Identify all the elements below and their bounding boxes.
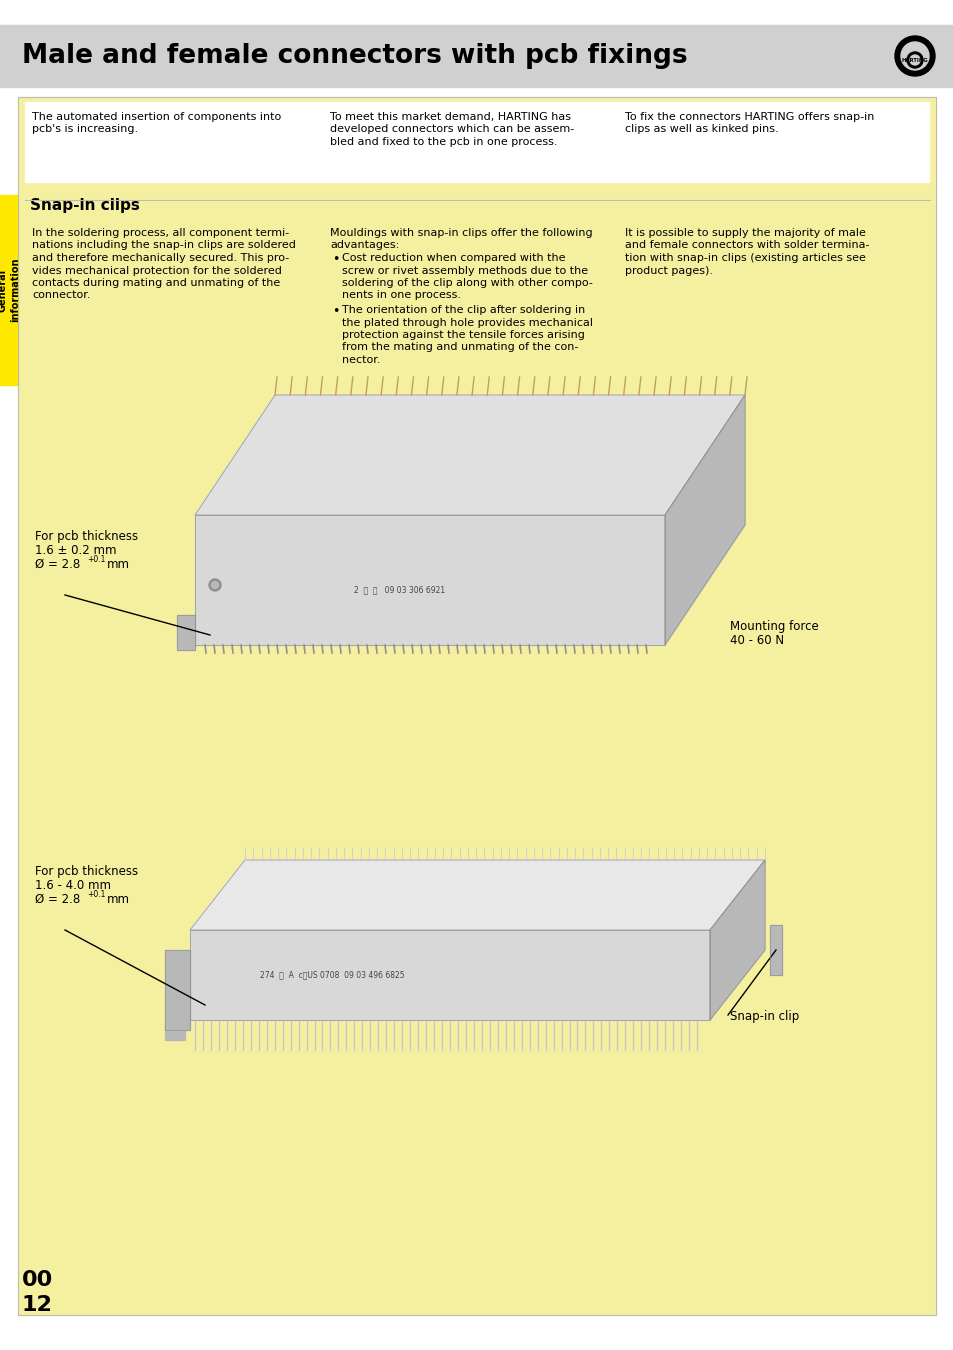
Text: The automated insertion of components into: The automated insertion of components in… <box>32 112 281 122</box>
Polygon shape <box>194 514 664 645</box>
Bar <box>177 616 194 649</box>
Text: For pcb thickness: For pcb thickness <box>35 531 138 543</box>
Text: Male and female connectors with pcb fixings: Male and female connectors with pcb fixi… <box>22 43 687 69</box>
Text: vides mechanical protection for the soldered: vides mechanical protection for the sold… <box>32 266 281 275</box>
Polygon shape <box>194 396 744 514</box>
Text: 274  Ⓢ  A  cⓈUS 0708  09 03 496 6825: 274 Ⓢ A cⓈUS 0708 09 03 496 6825 <box>260 971 404 980</box>
Text: nents in one process.: nents in one process. <box>341 290 460 301</box>
Bar <box>0 26 953 86</box>
Bar <box>769 925 781 975</box>
Text: 40 - 60 N: 40 - 60 N <box>729 634 783 647</box>
Text: •: • <box>332 305 339 319</box>
Bar <box>0 194 18 385</box>
Text: mm: mm <box>107 892 130 906</box>
Text: contacts during mating and unmating of the: contacts during mating and unmating of t… <box>32 278 280 288</box>
Bar <box>165 1025 185 1040</box>
Bar <box>769 925 781 975</box>
Text: Ø = 2.8: Ø = 2.8 <box>35 892 84 906</box>
Text: It is possible to supply the majority of male: It is possible to supply the majority of… <box>624 228 865 238</box>
Text: Mounting force: Mounting force <box>729 620 818 633</box>
Bar <box>165 950 190 1030</box>
Polygon shape <box>709 860 764 1021</box>
Text: from the mating and unmating of the con-: from the mating and unmating of the con- <box>341 343 578 352</box>
Text: the plated through hole provides mechanical: the plated through hole provides mechani… <box>341 317 593 328</box>
Text: HARTING: HARTING <box>901 58 927 62</box>
Text: connector.: connector. <box>32 290 91 301</box>
Text: product pages).: product pages). <box>624 266 712 275</box>
Text: Snap-in clip: Snap-in clip <box>729 1010 799 1023</box>
Text: screw or rivet assembly methods due to the: screw or rivet assembly methods due to t… <box>341 266 587 275</box>
Text: nations including the snap-in clips are soldered: nations including the snap-in clips are … <box>32 240 295 251</box>
Circle shape <box>209 579 221 591</box>
Text: 1.6 - 4.0 mm: 1.6 - 4.0 mm <box>35 879 111 892</box>
Bar <box>165 950 190 1030</box>
Text: developed connectors which can be assem-: developed connectors which can be assem- <box>330 124 574 135</box>
Text: and female connectors with solder termina-: and female connectors with solder termin… <box>624 240 868 251</box>
Text: +0.1: +0.1 <box>87 890 105 899</box>
Text: nector.: nector. <box>341 355 380 364</box>
Text: In the soldering process, all component termi-: In the soldering process, all component … <box>32 228 289 238</box>
Text: +0.1: +0.1 <box>87 555 105 564</box>
Bar <box>177 616 194 649</box>
Text: advantages:: advantages: <box>330 240 399 251</box>
Circle shape <box>909 55 919 65</box>
Circle shape <box>906 53 923 68</box>
Text: 2  Ⓢ  Ⓢ   09 03 306 6921: 2 Ⓢ Ⓢ 09 03 306 6921 <box>355 586 445 594</box>
Text: 1.6 ± 0.2 mm: 1.6 ± 0.2 mm <box>35 544 116 558</box>
Polygon shape <box>190 930 709 1021</box>
Text: clips as well as kinked pins.: clips as well as kinked pins. <box>624 124 778 135</box>
Text: pcb's is increasing.: pcb's is increasing. <box>32 124 138 135</box>
Text: mm: mm <box>107 558 130 571</box>
Polygon shape <box>664 396 744 645</box>
Text: and therefore mechanically secured. This pro-: and therefore mechanically secured. This… <box>32 252 289 263</box>
Text: bled and fixed to the pcb in one process.: bled and fixed to the pcb in one process… <box>330 136 557 147</box>
Text: 12: 12 <box>22 1295 52 1315</box>
Circle shape <box>900 42 928 70</box>
Text: For pcb thickness: For pcb thickness <box>35 865 138 878</box>
Text: soldering of the clip along with other compo-: soldering of the clip along with other c… <box>341 278 592 288</box>
Text: Mouldings with snap-in clips offer the following: Mouldings with snap-in clips offer the f… <box>330 228 592 238</box>
Text: General
information: General information <box>0 258 21 323</box>
Text: Snap-in clips: Snap-in clips <box>30 198 140 213</box>
Text: The orientation of the clip after soldering in: The orientation of the clip after solder… <box>341 305 584 315</box>
Text: Cost reduction when compared with the: Cost reduction when compared with the <box>341 252 565 263</box>
Text: 00: 00 <box>22 1270 53 1291</box>
Text: To meet this market demand, HARTING has: To meet this market demand, HARTING has <box>330 112 571 122</box>
Text: protection against the tensile forces arising: protection against the tensile forces ar… <box>341 329 584 340</box>
Bar <box>25 103 928 182</box>
Text: tion with snap-in clips (existing articles see: tion with snap-in clips (existing articl… <box>624 252 865 263</box>
Polygon shape <box>190 860 764 930</box>
Text: To fix the connectors HARTING offers snap-in: To fix the connectors HARTING offers sna… <box>624 112 874 122</box>
Circle shape <box>894 36 934 76</box>
Text: •: • <box>332 252 339 266</box>
Circle shape <box>212 582 218 589</box>
Text: Ø = 2.8: Ø = 2.8 <box>35 558 84 571</box>
